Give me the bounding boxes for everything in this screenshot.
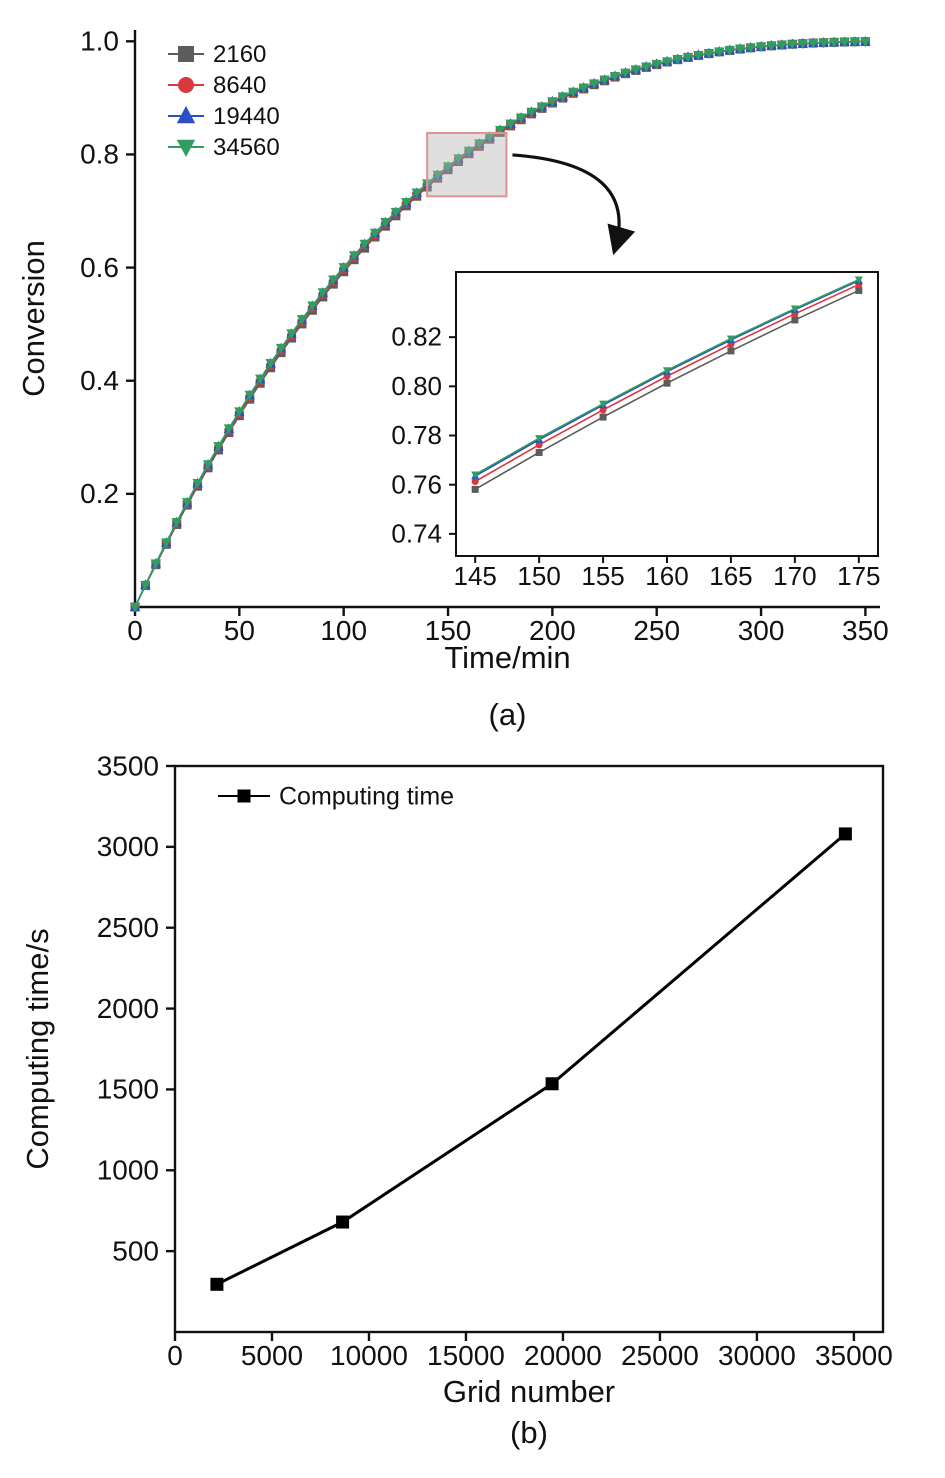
legend-label: 34560 bbox=[213, 134, 280, 161]
chart-b-root: 0 5000 10000 15000 20000 25000 30000 35000 500 10… bbox=[20, 752, 893, 1409]
chart-a-root: 0 50 100 150 200 250 300 350 0.2 0.4 0.6 0.8 1.0 Time… bbox=[16, 26, 889, 675]
legend: 2160 8640 19440 34560 bbox=[168, 41, 280, 161]
y-tick-label: 0.80 bbox=[391, 371, 442, 401]
x-axis-ticks: 0 5000 10000 15000 20000 25000 30000 35000 bbox=[167, 1332, 893, 1371]
legend-label: 8640 bbox=[213, 72, 266, 99]
y-tick-label: 0.6 bbox=[80, 252, 119, 283]
y-axis-ticks: 0.2 0.4 0.6 0.8 1.0 bbox=[80, 26, 135, 509]
y-tick-label: 1.0 bbox=[80, 26, 119, 57]
x-tick-label: 25000 bbox=[621, 1340, 699, 1371]
y-tick-label: 0.82 bbox=[391, 322, 442, 352]
y-tick-label: 2000 bbox=[97, 993, 159, 1024]
y-tick-label: 0.78 bbox=[391, 420, 442, 450]
legend-marker-square bbox=[178, 46, 194, 62]
y-tick-label: 1500 bbox=[97, 1074, 159, 1105]
legend-marker-circle bbox=[178, 77, 194, 93]
y-axis-title: Computing time/s bbox=[20, 928, 55, 1169]
x-tick-label: 175 bbox=[837, 561, 880, 591]
x-tick-label: 30000 bbox=[718, 1340, 796, 1371]
series-34560 bbox=[129, 37, 871, 613]
y-tick-label: 0.4 bbox=[80, 365, 119, 396]
x-tick-label: 155 bbox=[581, 561, 624, 591]
x-tick-label: 145 bbox=[453, 561, 496, 591]
plot-frame bbox=[173, 764, 885, 1334]
legend-marker-triangle-up bbox=[176, 106, 196, 124]
y-tick-label: 0.74 bbox=[391, 518, 442, 548]
y-tick-label: 1000 bbox=[97, 1155, 159, 1186]
panel-b: 0 5000 10000 15000 20000 25000 30000 35000 500 10… bbox=[0, 752, 945, 1458]
x-axis-title: Time/min bbox=[444, 640, 570, 675]
x-tick-label: 50 bbox=[224, 615, 255, 646]
y-tick-label: 0.8 bbox=[80, 139, 119, 170]
x-axis-ticks: 0 50 100 150 200 250 300 350 bbox=[127, 607, 889, 646]
series-8640 bbox=[471, 281, 863, 485]
panel-label-b: (b) bbox=[510, 1415, 548, 1450]
y-tick-label: 0.76 bbox=[391, 469, 442, 499]
legend-label: 2160 bbox=[213, 41, 266, 68]
y-axis-ticks: 0.74 0.76 0.78 0.80 0.82 bbox=[391, 322, 456, 548]
legend-label: 19440 bbox=[213, 103, 280, 130]
x-tick-label: 250 bbox=[633, 615, 680, 646]
series-2160 bbox=[471, 286, 863, 493]
x-axis-title: Grid number bbox=[443, 1374, 615, 1409]
x-tick-label: 0 bbox=[127, 615, 143, 646]
x-tick-label: 150 bbox=[517, 561, 560, 591]
y-tick-label: 3000 bbox=[97, 831, 159, 862]
x-tick-label: 200 bbox=[529, 615, 576, 646]
x-tick-label: 20000 bbox=[524, 1340, 602, 1371]
x-tick-label: 5000 bbox=[241, 1340, 303, 1371]
x-tick-label: 100 bbox=[320, 615, 367, 646]
conversion-vs-time-chart: 0 50 100 150 200 250 300 350 0.2 0.4 0.6 0.8 1.0 Time… bbox=[16, 26, 889, 675]
x-tick-label: 10000 bbox=[330, 1340, 408, 1371]
y-tick-label: 3500 bbox=[97, 752, 159, 781]
x-tick-label: 350 bbox=[842, 615, 889, 646]
y-axis-title: Conversion bbox=[16, 240, 51, 397]
legend-label: Computing time bbox=[279, 782, 454, 810]
x-tick-label: 15000 bbox=[427, 1340, 505, 1371]
panel-label-a: (a) bbox=[488, 697, 527, 732]
x-tick-label: 165 bbox=[709, 561, 752, 591]
y-axis-ticks: 500 1000 1500 2000 2500 3000 3500 bbox=[97, 752, 175, 1266]
x-tick-label: 150 bbox=[425, 615, 472, 646]
series-computing-time bbox=[210, 827, 852, 1291]
y-tick-label: 0.2 bbox=[80, 478, 119, 509]
legend-marker-triangle-down bbox=[176, 139, 196, 157]
legend-marker-square bbox=[237, 789, 251, 803]
zoom-arrow bbox=[512, 153, 636, 256]
x-tick-label: 170 bbox=[773, 561, 816, 591]
x-tick-label: 35000 bbox=[815, 1340, 893, 1371]
zoom-region-box bbox=[426, 131, 508, 198]
legend: Computing time bbox=[218, 782, 454, 810]
inset-background bbox=[456, 272, 878, 556]
x-axis-ticks: 145 150 155 160 165 170 175 bbox=[453, 556, 881, 591]
panel-a: 0 50 100 150 200 250 300 350 0.2 0.4 0.6 0.8 1.0 Time… bbox=[0, 4, 945, 740]
series-34560 bbox=[471, 276, 863, 479]
y-tick-label: 500 bbox=[112, 1235, 159, 1266]
x-tick-label: 0 bbox=[167, 1340, 183, 1371]
computing-time-vs-grid-chart: 0 5000 10000 15000 20000 25000 30000 35000 500 10… bbox=[20, 752, 893, 1409]
inset-chart: 145 150 155 160 165 170 175 0.74 0.76 0.78 0.80 0.8… bbox=[391, 271, 881, 591]
y-tick-label: 2500 bbox=[97, 912, 159, 943]
x-tick-label: 300 bbox=[738, 615, 785, 646]
x-tick-label: 160 bbox=[645, 561, 688, 591]
